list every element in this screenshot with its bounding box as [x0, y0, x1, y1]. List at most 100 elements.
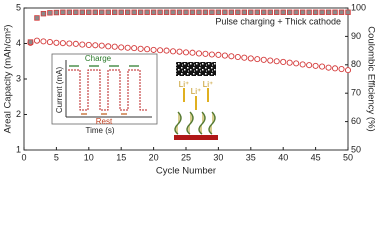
x-tick-label: 50 [343, 152, 353, 162]
capacity-point [53, 39, 60, 46]
charge-label: Charge [85, 54, 112, 63]
capacity-point [286, 59, 293, 66]
x-tick-label: 15 [116, 152, 126, 162]
inset-diagram: Charge Rest Current (mA) Time (s) Li⁺ Li… [51, 53, 218, 140]
ce-point [73, 9, 79, 15]
ce-point [202, 9, 209, 15]
capacity-point [157, 47, 164, 54]
ce-point [325, 9, 332, 15]
ce-point [235, 9, 241, 15]
x-tick-label: 35 [246, 152, 256, 162]
ce-point [332, 9, 338, 15]
capacity-point [208, 51, 215, 58]
ce-point [34, 15, 40, 21]
x-tick-label: 30 [213, 152, 223, 162]
capacity-point [299, 61, 306, 68]
ce-point [261, 9, 267, 15]
ce-point [248, 9, 254, 15]
capacity-point [215, 51, 222, 58]
ce-point [150, 9, 157, 15]
capacity-point [46, 39, 53, 46]
y-tick-label: 5 [16, 2, 21, 12]
ce-point [267, 9, 273, 15]
y-axis-label: Areal Capacity (mAh/cm²) [3, 25, 14, 134]
x-tick-label: 5 [54, 152, 59, 162]
capacity-point [195, 50, 203, 57]
ce-point [92, 9, 98, 15]
ce-point [99, 9, 105, 15]
y-tick-label: 3 [16, 73, 21, 83]
capacity-point [189, 49, 196, 56]
ce-point [112, 9, 118, 15]
ce-point [47, 10, 53, 16]
capacity-point [72, 40, 79, 47]
ce-point [157, 9, 163, 15]
ce-point [86, 9, 92, 15]
rest-label: Rest [96, 117, 113, 126]
y-tick-label: 2 [16, 109, 21, 119]
capacity-point [33, 37, 41, 44]
x-tick-label: 10 [84, 152, 94, 162]
capacity-point [118, 44, 125, 51]
cathode-block [176, 62, 216, 76]
ce-point [105, 9, 111, 15]
capacity-point [202, 50, 209, 57]
capacity-point [247, 55, 254, 62]
capacity-point [338, 66, 345, 73]
capacity-point [137, 45, 144, 52]
ce-point [144, 9, 150, 15]
capacity-point [144, 46, 151, 53]
ce-point [27, 39, 34, 45]
ce-point [53, 9, 60, 16]
capacity-point [85, 41, 92, 48]
y2-tick-label: 100 [351, 2, 366, 12]
ce-point [338, 9, 345, 15]
capacity-point [241, 54, 248, 61]
capacity-point [280, 58, 287, 66]
ion-label: Li⁺ [179, 80, 189, 89]
ion-label: Li⁺ [191, 87, 201, 96]
capacity-point [66, 40, 73, 47]
capacity-point [40, 38, 47, 45]
capacity-point [234, 53, 241, 61]
inset-x-label: Time (s) [85, 126, 114, 135]
ion-label: Li⁺ [203, 80, 213, 89]
ce-point [280, 9, 286, 15]
ce-point [222, 9, 228, 15]
x-axis-label: Cycle Number [156, 166, 216, 177]
x-tick-label: 20 [149, 152, 159, 162]
y2-tick-label: 80 [351, 59, 361, 69]
capacity-point [306, 62, 313, 69]
ce-point [124, 9, 131, 15]
capacity-point [331, 65, 339, 72]
capacity-point [59, 40, 66, 47]
y-tick-label: 4 [16, 38, 21, 48]
capacity-point [325, 64, 332, 71]
capacity-point [169, 48, 177, 55]
ce-point [66, 9, 73, 15]
capacity-point [344, 67, 352, 74]
y2-tick-label: 90 [351, 31, 361, 41]
ce-point [118, 9, 124, 15]
ce-point [176, 9, 183, 15]
ce-point [209, 9, 215, 15]
capacity-point [124, 44, 131, 51]
chart: Charge Rest Current (mA) Time (s) Li⁺ Li… [3, 2, 377, 177]
ce-point [196, 9, 202, 15]
ce-point [228, 9, 235, 15]
ce-point [163, 9, 170, 15]
capacity-point [105, 43, 112, 50]
capacity-point [221, 52, 228, 59]
ce-point [189, 9, 196, 15]
capacity-point [182, 49, 190, 56]
ce-point [241, 9, 248, 15]
x-tick-label: 25 [181, 152, 191, 162]
y-tick-label: 1 [16, 144, 21, 154]
ce-point [299, 9, 306, 15]
capacity-point [176, 48, 183, 55]
capacity-point [254, 56, 261, 63]
ce-point [345, 9, 351, 15]
ce-point [286, 9, 293, 15]
capacity-point [312, 62, 319, 69]
ce-point [254, 9, 260, 15]
